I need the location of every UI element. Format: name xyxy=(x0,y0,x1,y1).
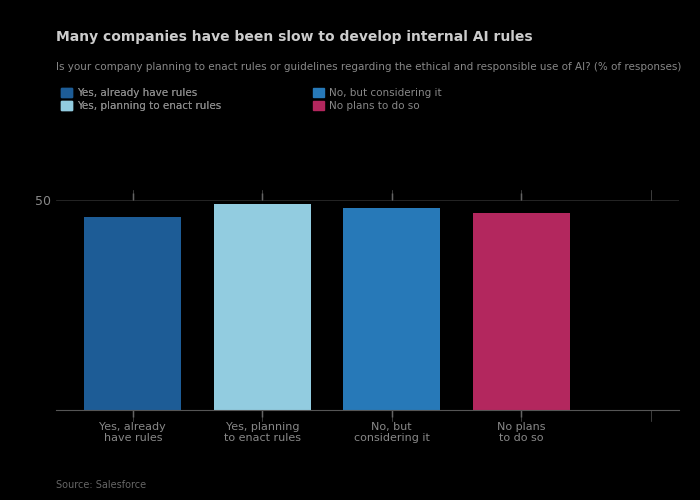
Text: Many companies have been slow to develop internal AI rules: Many companies have been slow to develop… xyxy=(56,30,533,44)
Legend: Yes, already have rules, Yes, planning to enact rules: Yes, already have rules, Yes, planning t… xyxy=(61,88,221,112)
Bar xyxy=(343,208,440,410)
Bar xyxy=(84,217,181,410)
Bar xyxy=(473,212,570,410)
Bar xyxy=(214,204,311,410)
Legend: No, but considering it, No plans to do so: No, but considering it, No plans to do s… xyxy=(313,88,442,112)
Text: Is your company planning to enact rules or guidelines regarding the ethical and : Is your company planning to enact rules … xyxy=(56,62,681,72)
Text: Source: Salesforce: Source: Salesforce xyxy=(56,480,146,490)
